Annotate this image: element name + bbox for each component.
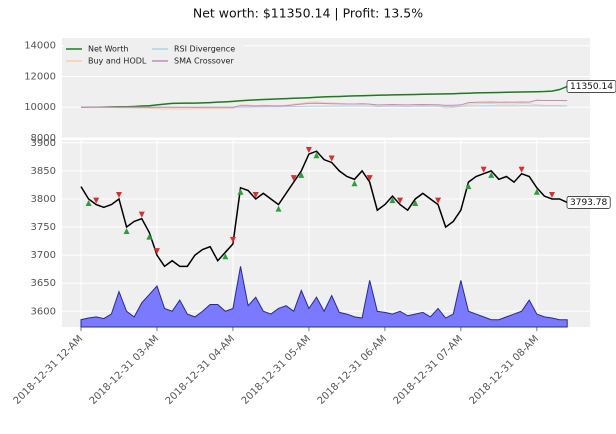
- sell-marker: [138, 211, 145, 218]
- y-tick-label: 8000: [31, 133, 56, 144]
- legend-label: RSI Divergence: [174, 45, 235, 54]
- last-value-label: 3793.78: [570, 198, 607, 208]
- sell-marker: [153, 248, 160, 255]
- buy-marker: [146, 233, 153, 240]
- y-tick-label: 3750: [31, 222, 56, 233]
- buy-marker: [313, 152, 320, 159]
- sell-marker: [305, 147, 312, 154]
- buy-marker: [465, 183, 472, 190]
- plot-background: [62, 140, 590, 327]
- y-tick-label: 10000: [24, 102, 56, 113]
- buy-marker: [298, 171, 305, 178]
- sell-marker: [397, 197, 404, 204]
- x-tick-label: 2018-12-31 06-AM: [316, 333, 389, 406]
- y-tick-label: 3850: [31, 166, 56, 177]
- x-tick-label: 2018-12-31 03-AM: [88, 333, 161, 406]
- y-tick-label: 3650: [31, 278, 56, 289]
- y-tick-label: 3700: [31, 250, 56, 261]
- chart-title: Net worth: $11350.14 | Profit: 13.5%: [193, 6, 423, 21]
- buy-marker: [123, 228, 130, 235]
- sell-marker: [518, 166, 525, 173]
- x-tick-label: 2018-12-31 04-AM: [164, 333, 237, 406]
- y-tick-label: 3900: [31, 138, 56, 149]
- legend-label: Buy and HODL: [88, 57, 147, 66]
- sell-marker: [328, 155, 335, 162]
- buy-marker: [275, 205, 282, 212]
- legend-label: Net Worth: [88, 45, 128, 54]
- last-value-label: 11350.14: [570, 82, 613, 92]
- x-tick-label: 2018-12-31 12-AM: [12, 333, 85, 406]
- x-tick-label: 2018-12-31 08-AM: [468, 333, 541, 406]
- legend-box: [64, 41, 244, 69]
- legend-label: SMA Crossover: [174, 57, 234, 66]
- buy-marker: [237, 188, 244, 195]
- sell-marker: [435, 197, 442, 204]
- y-tick-label: 3800: [31, 194, 56, 205]
- sell-marker: [229, 236, 236, 243]
- x-tick-label: 2018-12-31 05-AM: [240, 333, 313, 406]
- y-tick-label: 3600: [31, 306, 56, 317]
- series-line: [80, 99, 568, 108]
- volume-area: [80, 266, 568, 328]
- x-tick-label: 2018-12-31 07-AM: [392, 333, 465, 406]
- buy-marker: [533, 188, 540, 195]
- buy-marker: [412, 199, 419, 206]
- series-line: [80, 101, 568, 110]
- sell-marker: [93, 197, 100, 204]
- sell-marker: [366, 175, 373, 182]
- buy-marker: [222, 253, 229, 260]
- y-tick-label: 12000: [24, 71, 56, 82]
- sell-marker: [290, 175, 297, 182]
- buy-marker: [389, 197, 396, 204]
- sell-marker: [252, 191, 259, 198]
- buy-marker: [351, 180, 358, 187]
- buy-marker: [488, 171, 495, 178]
- y-tick-label: 14000: [24, 41, 56, 52]
- sell-marker: [549, 191, 556, 198]
- sell-marker: [480, 166, 487, 173]
- series-line: [80, 85, 568, 108]
- series-line: [80, 150, 568, 268]
- sell-marker: [115, 191, 122, 198]
- buy-marker: [85, 199, 92, 206]
- last-value-box: [566, 196, 611, 209]
